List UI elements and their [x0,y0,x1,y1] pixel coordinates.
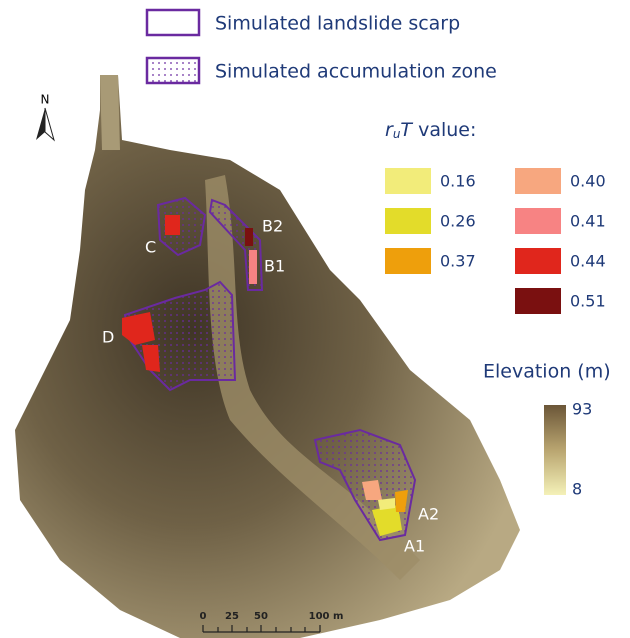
elevation-max: 93 [572,400,592,419]
north-arrow [45,108,54,140]
scarp-swatch [147,10,199,35]
rut-swatch [515,248,561,274]
legend-label: Simulated landslide scarp [215,13,460,35]
rut-swatch [515,208,561,234]
rut-rest: value: [412,119,476,141]
rut-label: 0.44 [570,252,606,271]
rut-swatch [385,208,431,234]
terrain [15,75,520,638]
site-label: B1 [264,257,285,276]
north-label: N [41,93,50,107]
site-label: A2 [418,505,439,524]
scale-label: 0 [200,611,207,622]
rut-title: ruT value: [385,119,476,141]
scale-label: 50 [254,611,268,622]
site-label: D [102,328,114,347]
elevation-min: 8 [572,480,582,499]
rut-swatch [515,168,561,194]
legend-label: Simulated accumulation zone [215,61,497,83]
rut-swatch [385,248,431,274]
north-arrow [36,108,45,140]
rut-label: 0.16 [440,172,476,191]
rut-label: 0.41 [570,212,606,231]
site-label: B2 [262,217,283,236]
site-label: A1 [404,537,425,556]
elevation-bar [544,405,566,495]
site-label: C [145,238,156,257]
rut-swatch [515,288,561,314]
scale-label: 25 [225,611,239,622]
rut-swatch [385,168,431,194]
rut-label: 0.26 [440,212,476,231]
accumulation-swatch [147,58,199,83]
rut-legend: 0.16 0.26 0.37 0.40 0.41 0.44 0.51 [385,168,606,314]
rut-label: 0.51 [570,292,606,311]
scale-label: 100 m [309,611,344,622]
rut-label: 0.37 [440,252,476,271]
elevation-title: Elevation (m) [483,361,611,383]
map: Simulated landslide scarp Simulated accu… [0,0,630,638]
upper-strip [100,75,120,150]
rut-label: 0.40 [570,172,606,191]
